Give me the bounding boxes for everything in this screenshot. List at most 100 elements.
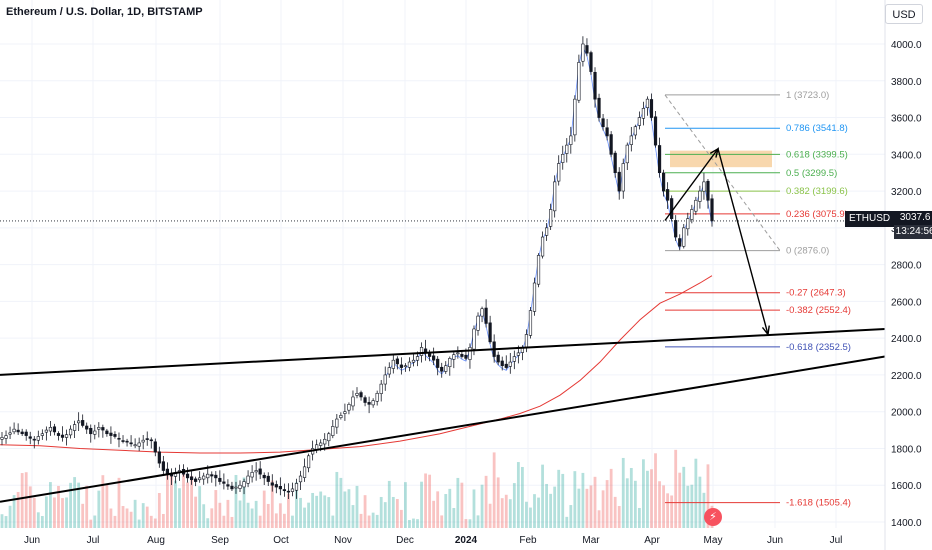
- volume-bar: [375, 514, 379, 528]
- volume-bar: [182, 471, 185, 528]
- volume-bar: [601, 490, 605, 528]
- candle-body: [686, 218, 690, 230]
- volume-bar: [662, 485, 665, 528]
- y-tick-label: 2800.0: [891, 261, 922, 272]
- candle-body: [64, 434, 69, 438]
- candle-body: [85, 425, 89, 430]
- candle-body: [28, 436, 32, 439]
- candle-body: [532, 282, 537, 312]
- candle-body: [77, 420, 81, 424]
- volume-bar: [678, 472, 682, 528]
- volume-bar: [702, 492, 706, 528]
- volume-bar: [589, 485, 593, 528]
- volume-bar: [170, 475, 173, 528]
- volume-bar: [89, 519, 93, 528]
- volume-bar: [637, 507, 641, 528]
- fib-label: 0.382 (3199.6): [786, 186, 848, 197]
- candle-body: [674, 220, 678, 238]
- candle-body: [157, 451, 161, 464]
- volume-bar: [666, 493, 670, 528]
- candle-body: [589, 52, 593, 72]
- candle-body: [391, 359, 395, 369]
- candle-body: [153, 441, 157, 453]
- y-tick-label: 2200.0: [891, 371, 922, 382]
- volume-bar: [391, 496, 395, 528]
- volume-bar: [113, 515, 117, 528]
- volume-bar: [331, 515, 335, 528]
- candle-body: [625, 144, 629, 164]
- candle-body: [194, 478, 198, 482]
- volume-bar: [456, 477, 460, 528]
- candle-body: [48, 427, 53, 432]
- volume-bar: [480, 484, 484, 528]
- y-tick-label: 2000.0: [891, 408, 922, 419]
- volume-bar: [61, 498, 64, 528]
- volume-bar: [452, 507, 456, 528]
- volume-bar: [258, 515, 262, 528]
- candle-body: [565, 144, 569, 154]
- trendlines[interactable]: [0, 327, 886, 503]
- volume-bar: [65, 497, 68, 528]
- candle-body: [476, 315, 480, 331]
- x-tick-label: Jul: [87, 535, 100, 546]
- candle-body: [44, 429, 48, 433]
- volume-bar: [585, 488, 589, 528]
- candle-body: [101, 427, 105, 431]
- tradingview-logo-icon[interactable]: ⚡: [704, 508, 722, 526]
- volume-bar: [395, 499, 399, 528]
- volume-bar: [161, 513, 165, 528]
- candle-body: [20, 431, 24, 435]
- candle-body: [32, 438, 36, 441]
- x-tick-label: Mar: [582, 535, 600, 546]
- candle-body: [500, 360, 504, 367]
- candle-body: [528, 310, 533, 336]
- candle-body: [185, 473, 190, 479]
- volume-bar: [93, 515, 97, 528]
- fib-label: -0.27 (2647.3): [786, 288, 846, 299]
- volume-bar: [238, 500, 242, 528]
- candle-body: [379, 383, 383, 394]
- volume-bar: [359, 513, 363, 528]
- candle-body: [633, 126, 637, 136]
- candle-body: [536, 255, 541, 285]
- candle-body: [0, 437, 4, 440]
- volume-bar: [541, 464, 544, 528]
- volume-bar: [303, 507, 306, 528]
- volume-bar: [299, 497, 302, 528]
- volume-bar: [621, 457, 625, 528]
- volume-bar: [81, 503, 85, 528]
- candle-body: [230, 485, 234, 490]
- candle-body: [93, 430, 97, 435]
- volume-bar: [250, 508, 254, 528]
- volume-bar: [597, 510, 601, 528]
- volume-bar: [117, 477, 121, 528]
- volume-bar: [537, 497, 540, 528]
- price-axis[interactable]: 4000.03800.03600.03400.03200.03000.02800…: [884, 0, 922, 550]
- volume-bar: [323, 495, 327, 528]
- candle-body: [661, 172, 666, 192]
- fib-label: -0.382 (2552.4): [786, 305, 851, 316]
- candle-body: [694, 199, 698, 212]
- candle-body: [609, 134, 613, 155]
- volume-bar: [222, 515, 226, 528]
- volume-bar: [274, 513, 278, 528]
- candle-body: [254, 470, 258, 473]
- candle-body: [274, 484, 278, 488]
- volume-bar: [339, 477, 343, 528]
- x-tick-label: Sep: [211, 535, 229, 546]
- volume-bar: [444, 494, 448, 528]
- last-price-tag: ETHUSD 3037.6 13:24:56: [845, 211, 932, 239]
- volume-bar: [617, 506, 621, 528]
- trendline: [0, 355, 886, 503]
- projection-arrow[interactable]: [664, 147, 770, 337]
- candle-body: [198, 477, 202, 481]
- candle-body: [278, 486, 282, 490]
- y-tick-label: 1600.0: [891, 481, 922, 492]
- time-axis[interactable]: Jun Jul Aug Sep Oct Nov Dec 2024 Feb Mar Apr May Jun…: [24, 535, 842, 546]
- currency-selector[interactable]: USD: [885, 4, 923, 24]
- y-tick-label: 1800.0: [891, 444, 922, 455]
- ma-short-line: [384, 45, 713, 378]
- candle-body: [419, 347, 424, 356]
- candle-body: [549, 209, 553, 227]
